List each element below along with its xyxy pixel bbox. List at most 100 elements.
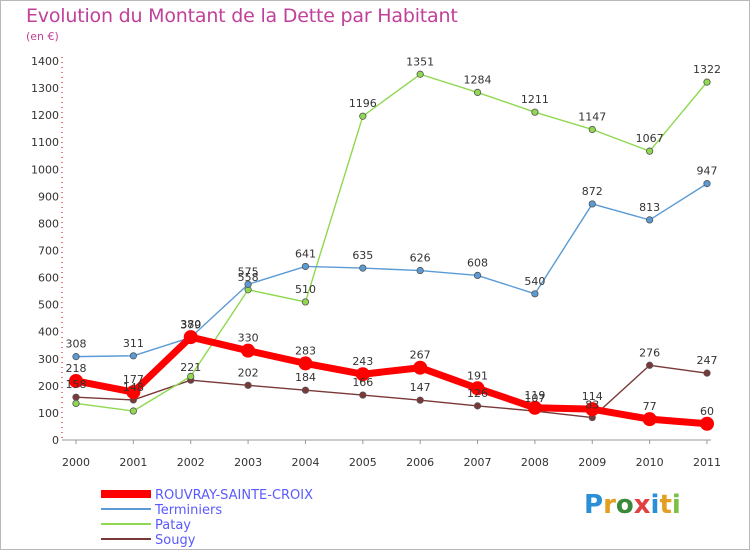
data-label: 184 [295,371,316,384]
data-point [646,216,654,224]
logo-letter: x [633,490,651,520]
series-line [75,183,708,358]
data-label: 77 [643,400,657,413]
data-point [531,108,539,116]
data-point [531,290,539,298]
data-point [416,266,424,275]
data-label: 126 [467,387,488,400]
logo-letter: i [671,490,681,520]
data-point [473,88,482,97]
y-tick-label: 900 [38,190,59,203]
data-label: 148 [123,381,144,394]
data-label: 221 [180,361,201,374]
x-tick-label: 2001 [119,456,147,469]
data-label: 114 [582,390,603,403]
chart-subtitle: (en €) [26,30,59,43]
axes: 0 100 200 300 400 500 600 700 800 900 1000 1100 1200… [31,55,721,469]
data-label: 119 [524,389,545,402]
data-point [72,399,80,408]
logo-letter: t [659,490,672,520]
data-point [183,330,198,345]
y-tick-label: 1200 [31,109,59,122]
data-label: 641 [295,247,316,260]
data-label: 60 [700,405,714,418]
data-point [129,407,137,415]
y-tick-label: 600 [38,272,59,285]
data-label: 1351 [406,55,434,68]
data-label: 1147 [578,110,606,123]
data-label: 83 [585,399,599,412]
y-tick-label: 1100 [31,136,59,149]
legend-label: Patay [155,518,191,533]
data-label: 635 [352,249,373,262]
data-point [355,367,370,382]
data-label: 107 [524,392,545,405]
data-point [703,369,711,377]
data-label: 1322 [693,63,721,76]
data-label: 1284 [464,73,492,86]
y-tick-label: 100 [38,407,59,420]
data-label: 813 [639,201,660,214]
series-line [75,73,708,412]
y-tick-label: 500 [38,299,59,312]
data-point [129,352,137,360]
data-point [703,78,711,86]
data-point [301,298,310,306]
data-label: 283 [295,344,316,357]
data-point [72,393,80,401]
data-label: 177 [123,373,144,386]
data-label: 1196 [349,97,377,110]
x-tick-label: 2003 [234,456,262,469]
data-label: 575 [238,265,259,278]
x-tick-label: 2002 [177,456,205,469]
data-point [527,400,542,415]
data-point [69,373,83,388]
data-point [298,356,313,371]
data-point [187,372,195,380]
data-label: 872 [582,185,603,198]
y-tick-label: 0 [52,434,59,447]
data-point [244,280,252,288]
data-label: 267 [410,349,431,362]
data-label: 158 [66,378,87,391]
data-label: 380 [180,318,201,331]
legend-label: ROUVRAY-SAINTE-CROIX [155,488,313,503]
data-point [473,271,482,280]
data-point [646,147,654,155]
data-point [126,385,141,400]
data-point [703,180,711,188]
data-label: 626 [410,252,431,265]
y-tick-label: 400 [38,326,59,339]
logo-letter: i [650,490,660,520]
data-label: 947 [697,165,718,178]
data-point [244,381,252,389]
x-tick-label: 2007 [464,456,492,469]
data-point [642,412,657,427]
data-label: 1067 [636,132,664,145]
x-tick-label: 2008 [521,456,549,469]
x-tick-label: 2000 [62,456,90,469]
data-label: 330 [238,332,259,345]
y-tick-label: 1400 [31,55,59,68]
data-point [416,70,424,78]
data-point [700,416,714,431]
logo-letter: r [603,490,616,520]
data-point [359,391,367,399]
x-tick-label: 2004 [291,456,319,469]
data-label: 243 [352,355,373,368]
data-label: 540 [524,275,545,288]
y-tick-label: 1300 [31,82,59,95]
data-point [416,396,424,404]
proxiti-logo: Proxiti [584,490,681,520]
data-point [301,386,310,394]
data-point [585,402,600,417]
data-label: 1211 [521,93,549,106]
data-point [473,402,482,410]
y-tick-label: 700 [38,245,59,258]
data-point [646,361,654,369]
series-line [75,333,708,428]
data-label: 247 [697,354,718,367]
data-label: 218 [66,362,87,375]
